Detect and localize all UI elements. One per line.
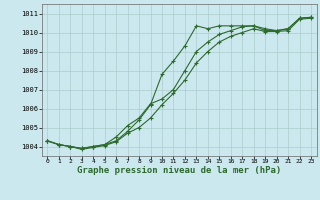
X-axis label: Graphe pression niveau de la mer (hPa): Graphe pression niveau de la mer (hPa) [77,166,281,175]
